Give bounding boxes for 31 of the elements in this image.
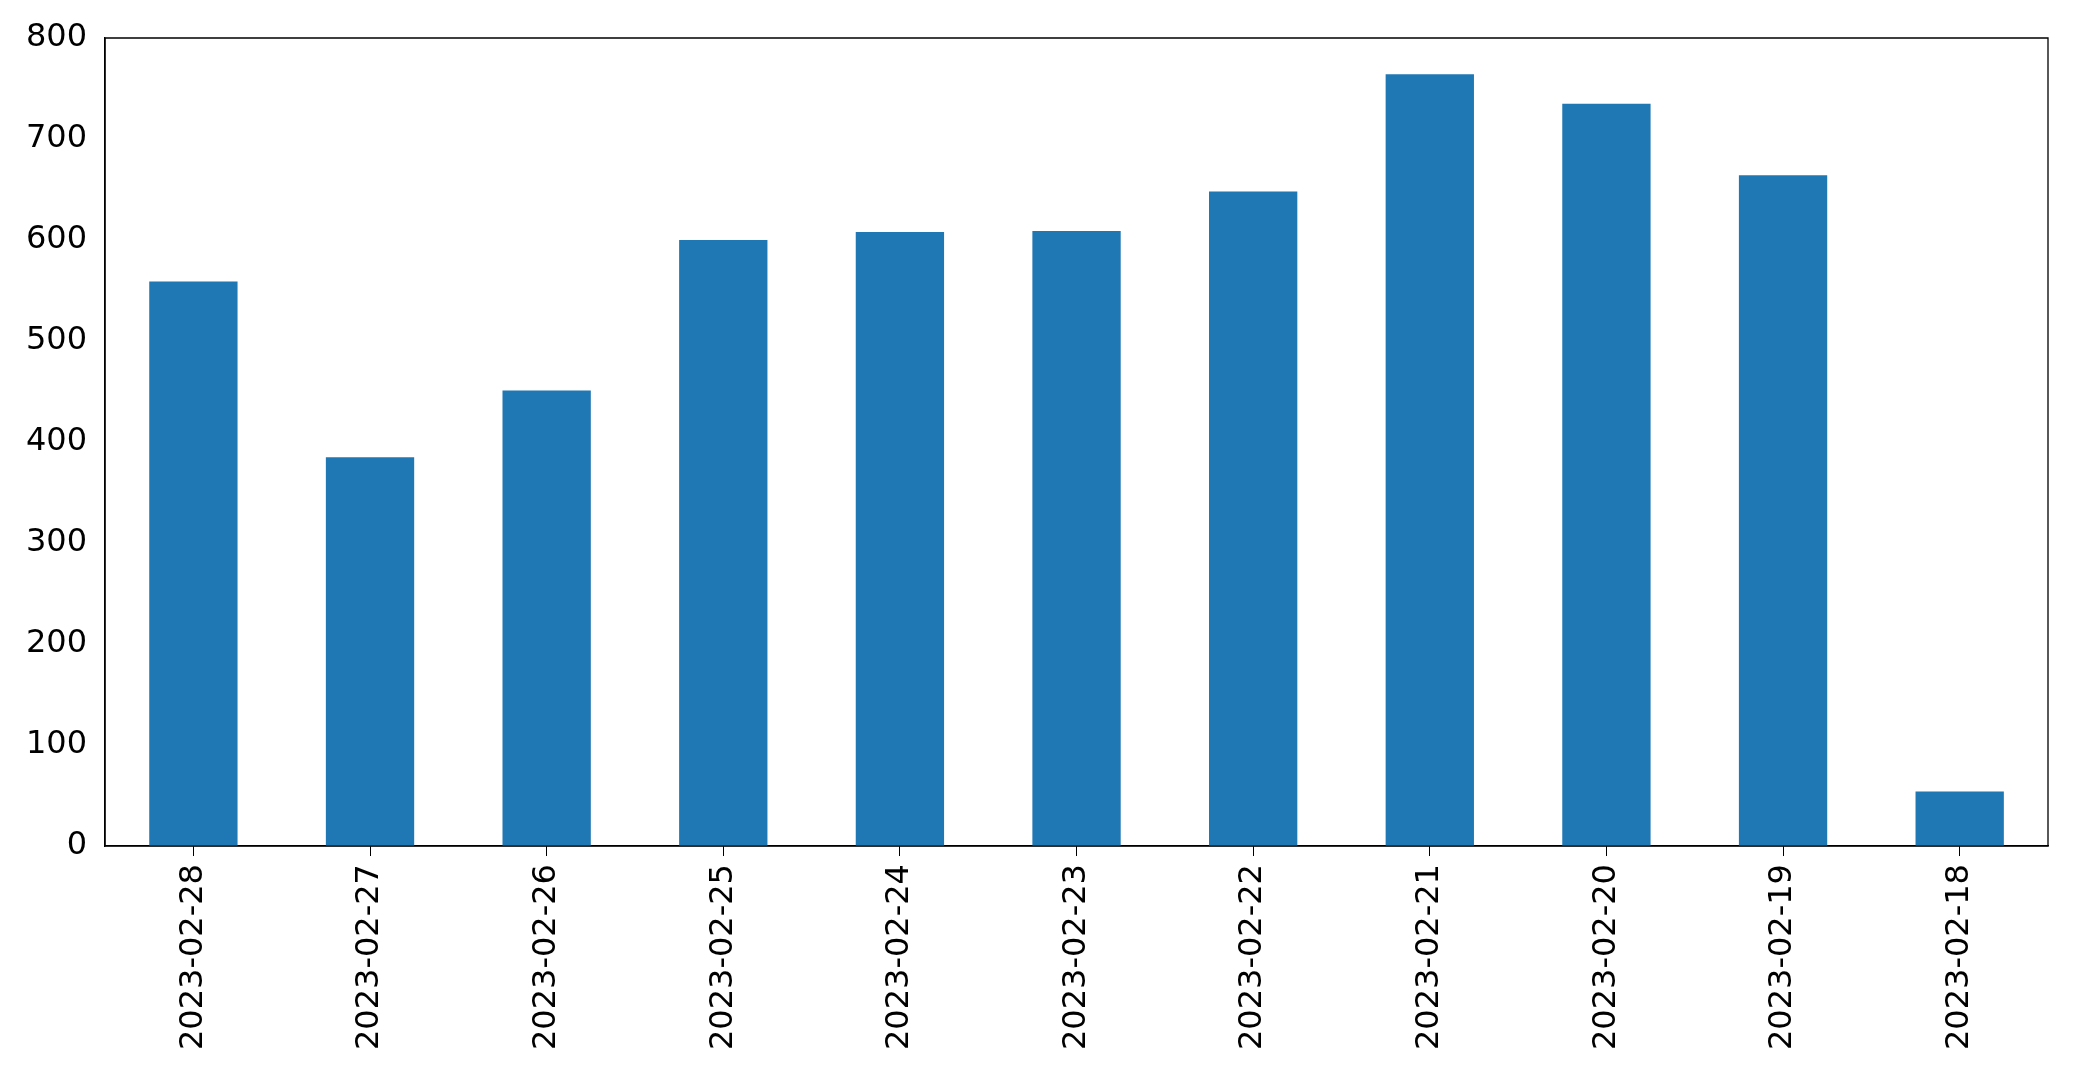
x-tick-label: 2023-02-25 [701,864,740,1050]
bar [1385,74,1474,847]
bar [679,240,768,847]
y-tick-label: 0 [66,824,88,863]
y-tick-label: 200 [26,622,88,661]
bar [1562,103,1651,847]
x-tick-label: 2023-02-23 [1054,864,1093,1050]
x-tick-label: 2023-02-18 [1938,864,1976,1050]
bar [325,457,415,847]
x-tick-label: 2023-02-27 [348,864,387,1050]
bar [1032,230,1121,847]
y-tick-label: 400 [26,420,88,459]
x-tick-label: 2023-02-20 [1584,864,1623,1050]
bar [1209,191,1298,847]
y-tick-label: 300 [26,521,88,560]
bar [1738,175,1828,847]
bar [855,231,945,847]
x-tick-label: 2023-02-28 [171,864,210,1050]
x-tick-label: 2023-02-19 [1761,864,1800,1050]
y-tick-label: 800 [26,16,88,55]
y-tick-label: 700 [26,117,88,156]
bar [1915,791,2004,847]
y-tick-label: 500 [26,319,88,358]
x-tick-label: 2023-02-21 [1408,864,1447,1050]
x-tick-label: 2023-02-24 [878,864,917,1050]
x-tick-label: 2023-02-22 [1231,864,1270,1050]
x-tick-label: 2023-02-26 [524,864,563,1050]
bar [502,390,591,847]
y-tick-label: 600 [26,218,88,257]
y-tick-label: 100 [26,723,88,762]
bar [149,281,238,847]
